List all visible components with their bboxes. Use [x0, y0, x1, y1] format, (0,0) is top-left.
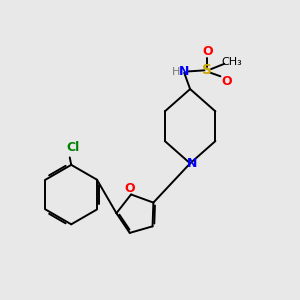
Text: H: H — [172, 67, 180, 76]
Text: O: O — [202, 45, 213, 58]
Text: CH₃: CH₃ — [222, 57, 242, 67]
Text: O: O — [221, 74, 232, 88]
Text: S: S — [202, 63, 212, 77]
Text: N: N — [186, 158, 197, 170]
Text: N: N — [179, 65, 189, 78]
Text: Cl: Cl — [66, 141, 79, 154]
Text: O: O — [124, 182, 135, 195]
